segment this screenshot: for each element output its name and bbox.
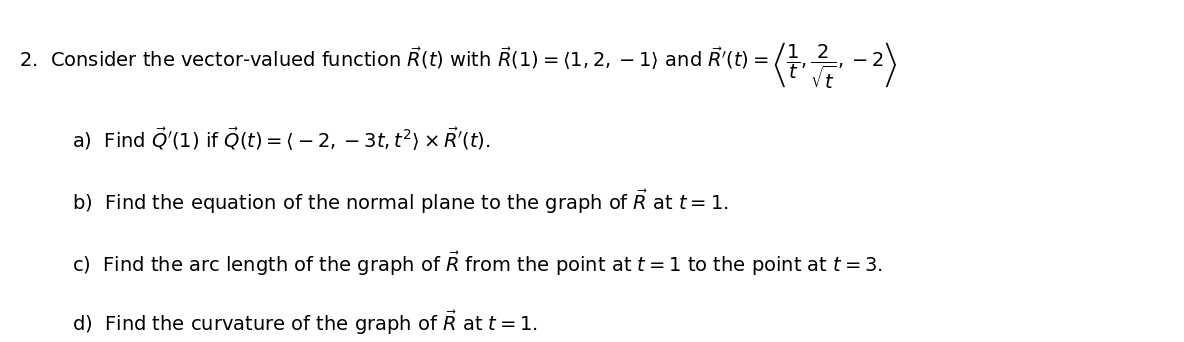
Text: c)  Find the arc length of the graph of $\vec{R}$ from the point at $t = 1$ to t: c) Find the arc length of the graph of $…	[72, 250, 883, 278]
Text: b)  Find the equation of the normal plane to the graph of $\vec{R}$ at $t = 1$.: b) Find the equation of the normal plane…	[72, 188, 729, 216]
Text: 2.  Consider the vector-valued function $\vec{R}(t)$ with $\vec{R}(1) = \langle : 2. Consider the vector-valued function $…	[19, 41, 897, 91]
Text: a)  Find $\vec{Q}^{\prime}(1)$ if $\vec{Q}(t) = \langle -2, -3t, t^2 \rangle \ti: a) Find $\vec{Q}^{\prime}(1)$ if $\vec{Q…	[72, 126, 490, 153]
Text: d)  Find the curvature of the graph of $\vec{R}$ at $t = 1$.: d) Find the curvature of the graph of $\…	[72, 308, 539, 337]
